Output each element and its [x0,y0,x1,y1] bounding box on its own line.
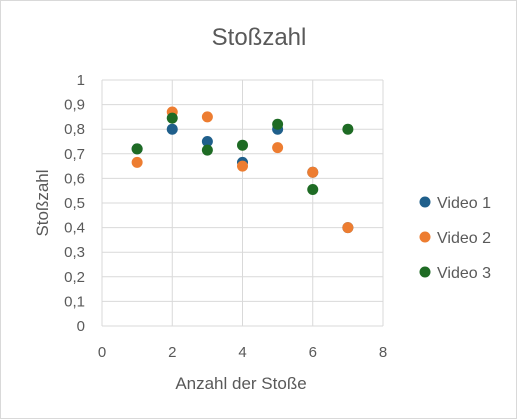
y-tick-label: 0,7 [64,146,85,163]
scatter-point-series-2 [342,222,354,234]
scatter-point-series-2 [201,111,213,123]
scatter-point-series-2 [272,142,284,154]
y-tick-label: 1 [77,72,85,89]
scatter-point-series-3 [166,112,178,124]
x-tick-label: 2 [168,344,176,361]
x-tick-label: 0 [98,344,106,361]
scatter-point-series-3 [201,144,213,156]
tick-labels: 0 0,1 0,2 0,3 0,4 0,5 0,6 0,7 0,8 0,9 1 0 2 4 6 8 [64,72,387,361]
x-tick-label: 6 [309,344,317,361]
legend-marker [419,196,431,208]
y-tick-label: 0,1 [64,293,85,310]
y-tick-label: 0,9 [64,97,85,114]
y-tick-label: 0,5 [64,195,85,212]
scatter-point-series-3 [237,139,248,151]
scatter-point-series-2 [307,166,319,178]
legend-label: Video 2 [437,230,491,247]
chart-title: Stoßzahl [212,24,307,51]
y-axis-label: Stoßzahl [33,169,52,236]
legend-marker [419,231,431,243]
gridlines [101,79,384,327]
scatter-point-series-2 [131,156,143,168]
legend-label: Video 3 [437,265,491,282]
legend-label: Video 1 [437,195,491,212]
x-axis-label: Anzahl der Stoße [175,374,306,393]
x-tick-label: 8 [379,344,387,361]
scatter-point-series-3 [272,118,284,130]
y-tick-label: 0,3 [64,244,85,261]
data-points [131,106,354,234]
y-tick-label: 0 [77,318,85,335]
scatter-point-series-3 [307,183,319,195]
scatter-point-series-3 [342,123,354,135]
scatter-point-series-2 [237,160,248,172]
x-tick-label: 4 [238,344,246,361]
y-tick-label: 0,8 [64,121,85,138]
scatter-point-series-3 [131,143,143,155]
y-tick-label: 0,2 [64,269,85,286]
legend-marker [419,266,431,278]
legend: Video 1 Video 2 Video 3 [419,195,491,282]
y-tick-label: 0,4 [64,220,85,237]
y-tick-label: 0,6 [64,170,85,187]
scatter-point-series-1 [166,123,178,135]
scatter-point-series-1 [201,136,213,147]
